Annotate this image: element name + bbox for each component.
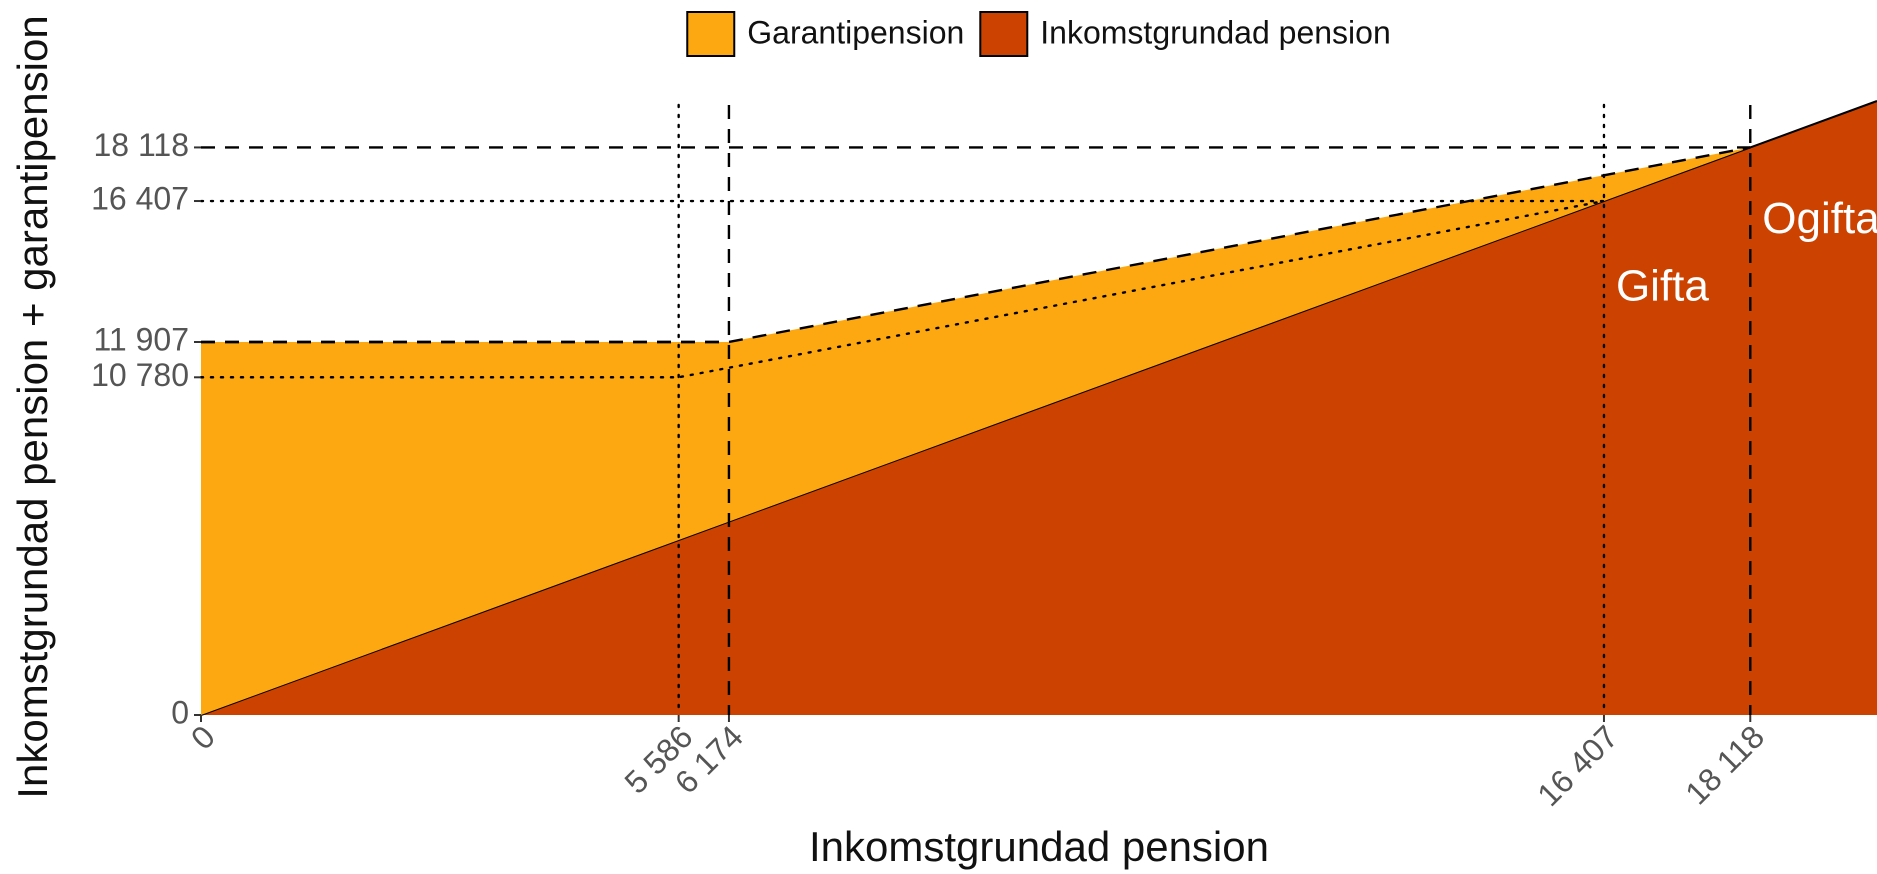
x-tick-label: 0 [184,718,222,756]
y-tick-label: 11 907 [94,321,190,357]
y-tick-label: 0 [171,694,189,730]
y-tick-label: 10 780 [91,357,189,393]
x-tick-label: 18 118 [1678,718,1771,811]
y-tick-label: 18 118 [94,127,190,163]
y-tick-label: 16 407 [91,180,189,216]
legend-label: Garantipension [747,14,964,50]
guide-annotation: Ogifta [1762,194,1877,243]
legend-swatch [686,11,736,57]
legend-swatch [979,11,1029,57]
area [201,101,1877,715]
guide-annotation: Gifta [1616,262,1709,311]
y-axis-label: Inkomstgrundad pension + garantipension [9,15,56,798]
legend-label: Inkomstgrundad pension [1040,14,1390,50]
guide-lines: Gifta Ogifta [199,103,1877,717]
plot-area [200,100,1877,716]
legend: Garantipension Inkomstgrundad pension [686,11,1391,57]
x-axis-label: Inkomstgrundad pension [809,823,1269,870]
x-tick-label: 16 407 [1530,718,1625,813]
